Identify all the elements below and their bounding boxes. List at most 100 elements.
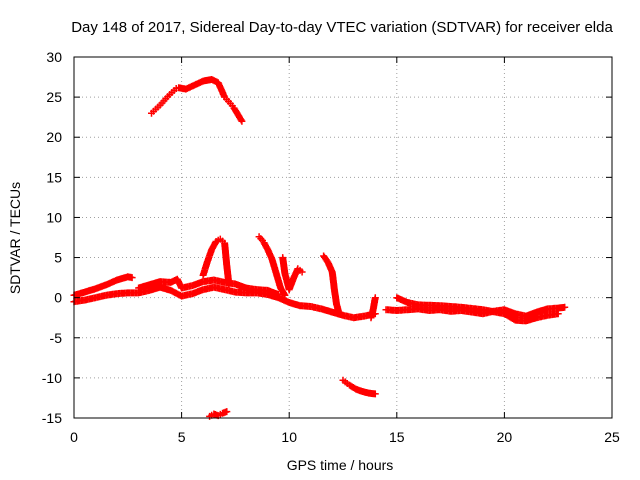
data-point [228,284,230,286]
x-tick-label: 20 [497,429,513,445]
data-point [482,308,484,311]
data-point [352,316,355,319]
data-point [546,308,549,310]
data-point [288,288,291,291]
data-point [275,272,278,275]
y-tick-label: 20 [46,129,62,145]
x-tick-label: 5 [178,429,186,445]
x-tick-label: 0 [70,429,78,445]
y-tick-label: -15 [42,410,62,426]
data-point [557,312,559,315]
data-point [176,278,179,281]
data-point [105,294,108,297]
axes: 0 5 10 15 20 25 -15 -10 -5 0 5 10 15 20 25 30 [42,49,620,445]
data-point [217,414,219,417]
data-point [266,248,269,251]
data-point [396,296,398,299]
data-point [234,283,237,285]
series-tail-band-low [393,294,562,325]
data-point [206,260,209,263]
series-spike-12 [320,252,343,316]
data-point [256,288,258,291]
data-point [355,388,357,390]
data-point [180,287,183,289]
data-point [232,105,235,108]
data-point [406,301,409,304]
data-point [333,288,336,291]
series-drop-minus-11 [339,376,379,398]
series-spike-10 [279,254,306,294]
data-point [150,112,153,114]
data-point [213,413,215,415]
data-point [406,308,409,311]
x-axis-title: GPS time / hours [287,457,394,473]
data-point [372,308,374,311]
data-point [266,289,269,292]
data-point [94,296,97,299]
data-point [327,261,329,264]
data-point [258,235,260,238]
data-point [170,289,172,292]
data-point [288,301,291,304]
data-point [213,286,215,289]
data-point [299,304,301,307]
data-point [482,312,484,315]
data-point [202,80,204,82]
data-point [374,393,377,395]
data-point [525,320,527,322]
y-tick-label: 25 [46,89,62,105]
data-point [396,309,398,312]
data-point [331,311,334,313]
data-point [342,314,344,317]
data-point [185,88,187,90]
data-point [297,267,299,270]
data-point [159,280,161,283]
data-point [223,288,226,291]
y-tick-label: -5 [50,330,63,346]
data-point [116,279,118,281]
data-point [322,255,325,257]
y-tick-label: 30 [46,49,62,65]
data-point [460,306,463,309]
data-point [176,86,179,89]
data-point [127,292,129,294]
data-point [223,96,226,98]
data-point [439,308,441,311]
series-spike-14 [367,294,379,322]
data-point [148,289,151,292]
data-point [279,287,282,289]
data-point [159,104,161,106]
data-point [116,292,118,295]
series-spike-7 [199,235,233,289]
data-point [335,303,338,305]
y-tick-label: -10 [42,370,62,386]
data-point [245,287,247,289]
data-layer [70,76,569,420]
series-spike-9 [255,233,289,299]
data-point [105,284,108,286]
data-point [535,311,538,313]
data-point [202,274,204,277]
series-drop-minus-15 [206,408,231,420]
y-tick-label: 15 [46,169,62,185]
data-point [503,312,506,315]
y-tick-label: 5 [54,250,62,266]
data-point [262,240,265,243]
data-point [202,280,204,283]
data-point [223,242,226,244]
data-point [83,299,86,301]
data-point [348,384,351,386]
data-point [217,81,219,84]
data-point [449,310,452,313]
data-point [374,296,377,299]
x-tick-label: 15 [389,429,405,445]
y-tick-label: 10 [46,209,62,225]
data-point [193,84,196,86]
data-point [221,412,224,414]
data-point [342,379,344,382]
data-point [417,308,420,310]
chart-title: Day 148 of 2017, Sidereal Day-to-day VTE… [71,19,613,36]
data-point [210,248,213,251]
data-point [159,286,161,289]
